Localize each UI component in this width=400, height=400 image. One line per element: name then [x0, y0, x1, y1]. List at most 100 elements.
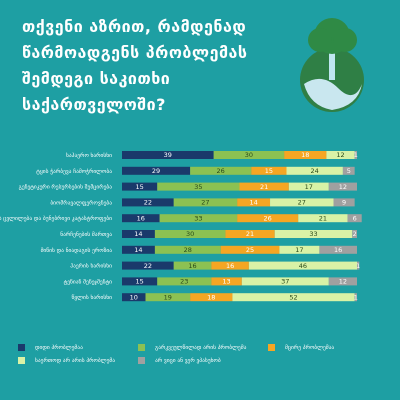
- bar-segment: [122, 198, 174, 207]
- category-label: კლიმატის ცვლილება და ბუნებრივი კატასტროფ…: [0, 215, 112, 222]
- data-label: 15: [135, 183, 143, 191]
- legend-item: მცირე პრობლემაა: [268, 344, 388, 351]
- bar-segment: [145, 293, 191, 302]
- bar-segment: [154, 230, 226, 238]
- bar-segment: [347, 214, 362, 223]
- data-label: 10: [130, 293, 138, 301]
- bar-segment: [288, 182, 329, 191]
- bar-segment: [220, 245, 280, 254]
- data-label: 1: [354, 293, 358, 301]
- bar-segment: [357, 261, 360, 270]
- bar-segment: [342, 166, 355, 175]
- data-label: 14: [134, 230, 142, 238]
- bar-segment: [122, 261, 174, 270]
- bar-segment: [190, 166, 252, 175]
- data-label: 33: [309, 230, 317, 238]
- data-label: 16: [137, 214, 145, 222]
- bar-segment: [286, 166, 343, 175]
- bar-segment: [232, 293, 355, 302]
- bar-segment: [333, 198, 355, 207]
- bar-segment: [270, 198, 334, 207]
- category-label: ტენიან მენეჯმენტი: [64, 278, 112, 285]
- bar-segment: [173, 198, 238, 207]
- legend-label: არ ვიცი ან ვერ ვპასუხობ: [155, 357, 221, 364]
- data-label: 27: [201, 199, 209, 207]
- bar-segment: [122, 182, 158, 191]
- bar-segment: [354, 151, 357, 159]
- data-label: 25: [246, 246, 254, 254]
- bar-segment: [190, 293, 233, 302]
- legend-swatch: [138, 357, 145, 364]
- data-label: 6: [353, 214, 357, 222]
- bar-segment: [173, 261, 212, 270]
- legend-label: დიდი პრობლემაა: [35, 344, 83, 351]
- data-label: 29: [152, 167, 160, 175]
- data-label: 46: [299, 262, 307, 270]
- globe-tree-icon: [300, 18, 364, 112]
- data-label: 12: [339, 278, 347, 286]
- bar-segment: [157, 277, 212, 286]
- category-label: მიწის და ნიადაგის ეროზია: [41, 247, 113, 254]
- bar-segment: [122, 277, 158, 286]
- bar-segment: [239, 182, 289, 191]
- data-label: 17: [305, 183, 313, 191]
- data-label: 1: [354, 151, 358, 159]
- legend-item: არ ვიცი ან ვერ ვპასუხობ: [138, 357, 268, 364]
- data-label: 28: [184, 246, 192, 254]
- chart-title: თქვენი აზრით, რამდენად წარმოადგენს პრობლ…: [22, 17, 248, 114]
- bar-segment: [122, 245, 155, 254]
- data-label: 26: [264, 214, 272, 222]
- data-label: 21: [319, 214, 327, 222]
- data-label: 13: [222, 278, 230, 286]
- data-label: 22: [144, 199, 152, 207]
- data-label: 18: [207, 293, 215, 301]
- bar-segment: [274, 230, 353, 238]
- legend-item: საერთოდ არ არის პრობლემა: [18, 357, 138, 364]
- data-label: 14: [249, 199, 257, 207]
- data-label: 21: [246, 230, 254, 238]
- data-label: 39: [164, 151, 172, 159]
- data-label: 17: [295, 246, 303, 254]
- category-label: გენეტიკური რესურსების შემცირება: [19, 184, 113, 191]
- bar-segment: [352, 230, 357, 238]
- legend-label: გარკვეულწილად არის პრობლემა: [155, 344, 247, 351]
- bar-segment: [354, 293, 357, 302]
- data-label: 19: [164, 293, 172, 301]
- legend-swatch: [18, 344, 25, 351]
- category-label: საჰაერო ხარისხი: [66, 152, 112, 159]
- category-label: ტყის ჭარბევა ჩამოჭრილობა: [36, 168, 112, 175]
- data-label: 21: [260, 183, 268, 191]
- bar-segment: [122, 166, 191, 175]
- category-label: წყლის ხარისხი: [71, 294, 112, 301]
- legend-item: დიდი პრობლემაა: [18, 344, 138, 351]
- data-label: 9: [342, 199, 346, 207]
- bar-segment: [159, 214, 238, 223]
- bar-segment: [279, 245, 320, 254]
- data-label: 24: [311, 167, 319, 175]
- data-label: 35: [194, 183, 202, 191]
- bar-segment: [237, 214, 299, 223]
- data-label: 52: [289, 293, 297, 301]
- data-label: 12: [339, 183, 347, 191]
- category-label: ბიომრავალფეროვნება: [50, 199, 112, 206]
- bar-segment: [328, 182, 357, 191]
- data-label: 30: [186, 230, 194, 238]
- data-label: 33: [194, 214, 202, 222]
- data-label: 22: [144, 262, 152, 270]
- bar-segment: [328, 277, 357, 286]
- data-label: 5: [347, 167, 351, 175]
- bar-segment: [211, 261, 249, 270]
- legend-label: მცირე პრობლემაა: [285, 344, 335, 351]
- category-label: ნარჩენების მართვა: [60, 231, 112, 238]
- bar-segment: [251, 166, 287, 175]
- bar-segment: [237, 198, 271, 207]
- category-label: ჰაერის ხარისხი: [70, 263, 112, 270]
- bar-segment: [154, 245, 221, 254]
- bar-segment: [122, 293, 146, 302]
- bar-segment: [284, 151, 327, 159]
- data-label: 18: [301, 151, 309, 159]
- bar-segment: [248, 261, 357, 270]
- data-label: 2: [353, 230, 357, 238]
- bar-segment: [319, 245, 357, 254]
